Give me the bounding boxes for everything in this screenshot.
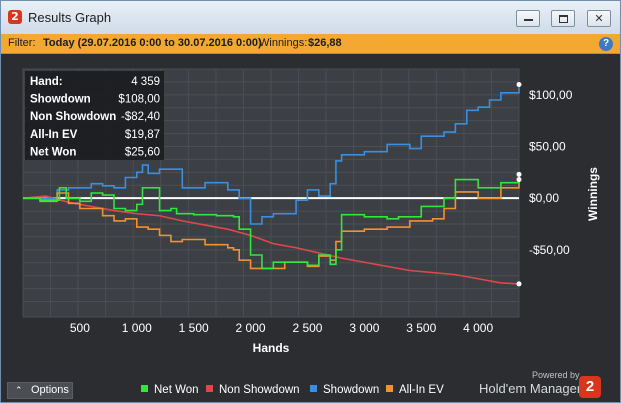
help-icon[interactable]: ? [599,37,613,51]
filter-bar: Filter: Today (29.07.2016 0:00 to 30.07.… [1,34,620,54]
x-tick-label: 3 500 [406,321,436,335]
x-tick-label: 1 000 [122,321,152,335]
minimize-button[interactable] [516,10,540,27]
filter-range: Today (29.07.2016 0:00 to 30.07.2016 0:0… [43,37,262,49]
series-line-all-in-ev [23,179,520,270]
legend-non-showdown: Non Showdown [206,382,300,398]
results-chart: 500 1 000 1 500 2 000 2 500 3 000 3 500 4 000 $… [22,68,600,355]
x-axis: 500 1 000 1 500 2 000 2 500 3 000 3 500 4 000 [70,321,494,335]
stat-value: 4 359 [131,76,160,88]
series-line-showdown [23,84,520,225]
hem-logo-icon: 2 [8,10,22,24]
winnings-value: $26,88 [308,37,342,49]
legend-label: Showdown [323,384,380,396]
winnings-label: Winnings: [259,37,308,49]
stat-value: $108,00 [118,94,160,106]
chart-panel: 500 1 000 1 500 2 000 2 500 3 000 3 500 4 000 $… [1,54,620,402]
legend-showdown: Showdown [310,382,379,398]
x-tick-label: 1 500 [179,321,209,335]
x-tick-label: 2 000 [236,321,266,335]
y-axis-title: Winnings [586,167,600,221]
options-label: Options [31,384,69,396]
x-tick-label: 2 500 [292,321,322,335]
hem-logo-icon: 2 [579,376,601,398]
title-bar[interactable]: 2 Results Graph [1,1,620,34]
legend-label: All-In EV [399,384,444,396]
grid-lines [23,69,519,317]
y-axis: $100,00 $50,00 $0,00 -$50,00 [529,88,573,257]
legend-label: Net Won [154,384,199,396]
stat-label: All-In EV [30,129,78,141]
legend-swatch [206,385,213,392]
legend-net-won: Net Won [141,382,199,398]
x-tick-label: 500 [70,321,90,335]
series-line-non-showdown [22,195,520,285]
series-end-marker [516,177,522,183]
legend-label: Non Showdown [219,384,300,396]
series-lines [22,84,520,285]
x-axis-title: Hands [253,341,290,355]
legend-swatch [310,385,317,392]
window-title: Results Graph [28,10,112,25]
series-end-marker [516,82,522,87]
series-end-marker [516,281,522,287]
y-tick-label: $50,00 [529,140,566,154]
legend-swatch [141,385,148,392]
stat-value: -$82,40 [121,111,160,123]
powered-by-text: Powered by [532,370,580,380]
stat-label: Hand: [30,76,63,88]
stat-label: Net Won [30,146,76,158]
series-end-marker [516,171,522,177]
stat-label: Showdown [30,94,91,106]
y-tick-label: $100,00 [529,88,573,102]
filter-label: Filter: [8,37,36,49]
x-tick-label: 3 000 [349,321,379,335]
stat-value: $19,87 [125,129,160,141]
chevron-up-icon: ⌃ [15,385,23,395]
y-tick-label: -$50,00 [529,243,570,257]
stat-label: Non Showdown [30,111,116,123]
close-button[interactable] [587,10,611,27]
x-tick-label: 4 000 [463,321,493,335]
options-button[interactable]: ⌃ Options [7,382,73,399]
legend-swatch [386,385,393,392]
maximize-button[interactable] [551,10,575,27]
series-line-net-won [23,174,520,270]
y-tick-label: $0,00 [529,191,559,205]
stat-value: $25,60 [125,146,160,158]
brand-name: Hold'em Manager [479,381,582,396]
legend-all-in-ev: All-In EV [386,382,444,398]
